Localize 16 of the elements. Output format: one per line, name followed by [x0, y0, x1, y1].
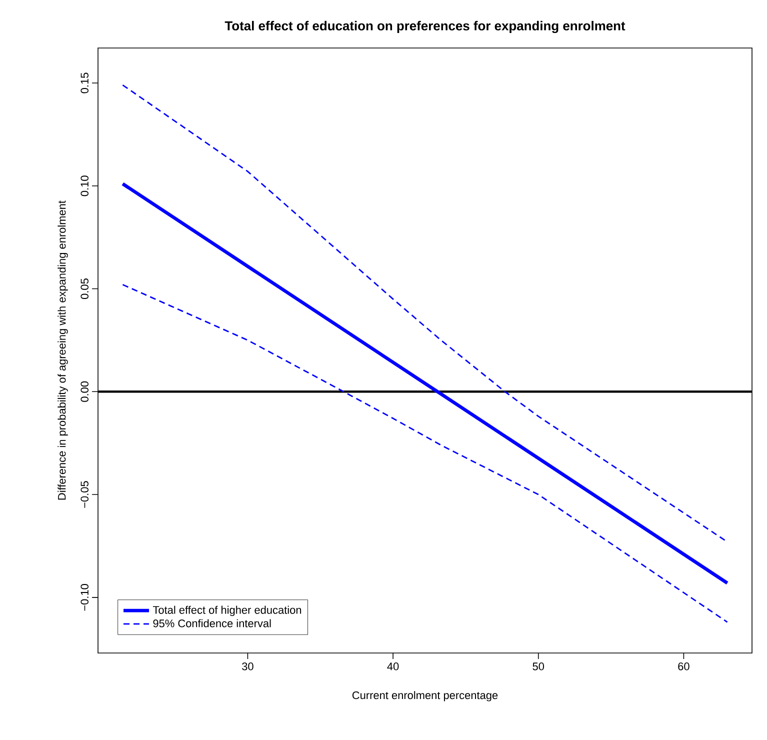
x-tick-label: 40 — [387, 662, 399, 670]
y-tick-label: 0.00 — [80, 381, 88, 402]
legend-label: Total effect of higher education — [152, 606, 302, 616]
x-tick-label: 30 — [242, 662, 254, 670]
x-axis-title: Current enrolment percentage — [352, 691, 498, 702]
y-tick-label: 0.10 — [80, 176, 88, 196]
y-tick-label: −0.05 — [80, 481, 88, 508]
x-tick-label: 50 — [532, 662, 544, 670]
y-axis-title: Difference in probability of agreeing with expanding enrolment — [58, 200, 68, 500]
legend-label: 95% Confidence interval — [153, 619, 271, 628]
x-tick-label: 60 — [678, 662, 690, 670]
chart-title: Total effect of education on preferences for expanding enrolment — [224, 20, 626, 34]
y-tick-label: 0.15 — [80, 72, 88, 94]
line-series — [122, 84, 728, 543]
y-tick-label: −0.10 — [80, 584, 88, 611]
y-tick-label: 0.05 — [80, 278, 88, 299]
